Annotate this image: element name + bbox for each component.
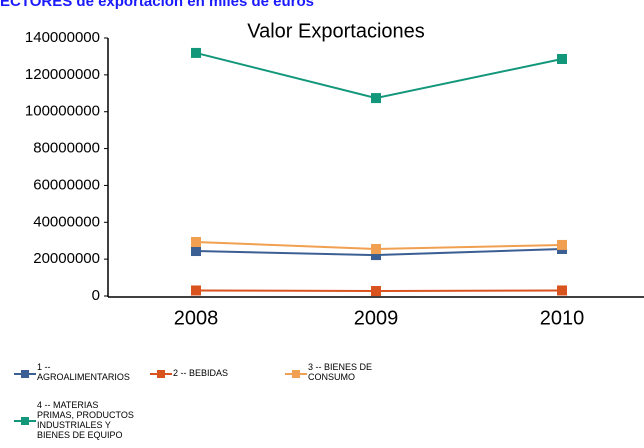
legend-label: 2 -- BEBIDAS [173,368,229,378]
legend-marker [292,370,300,378]
point [191,285,201,296]
point [191,237,201,248]
point [371,93,381,104]
point [557,54,567,65]
y-tick-label: 20000000 [33,250,100,267]
y-tick-label: 140000000 [25,29,100,46]
y-tick-label: 40000000 [33,213,100,230]
chart-title: Valor Exportaciones [247,20,425,42]
point [557,239,567,250]
legend-label: 4 -- MATERIAS PRIMAS, PRODUCTOS INDUSTRI… [37,400,134,440]
point [191,246,201,257]
subtitle: ECTORES de exportación en miles de euros [0,0,314,10]
y-tick-label: 100000000 [25,103,100,120]
y-tick-label: 0 [92,287,100,304]
series-line [195,51,563,100]
legend-marker [21,417,29,425]
x-tick-label: 2008 [174,307,219,329]
point [371,286,381,297]
point [191,47,201,58]
point [371,250,381,261]
legend-marker [157,370,165,378]
legend-marker [21,370,29,378]
point [371,244,381,255]
y-tick-label: 120000000 [25,66,100,83]
x-tick-label: 2010 [540,307,585,329]
y-tick-label: 80000000 [33,140,100,157]
legend-label: 1 -- AGROALIMENTARIOS [37,362,130,382]
x-tick-label: 2009 [354,307,399,329]
y-tick-label: 60000000 [33,176,100,193]
point [557,285,567,296]
legend-label: 3 -- BIENES DE CONSUMO [308,362,373,382]
